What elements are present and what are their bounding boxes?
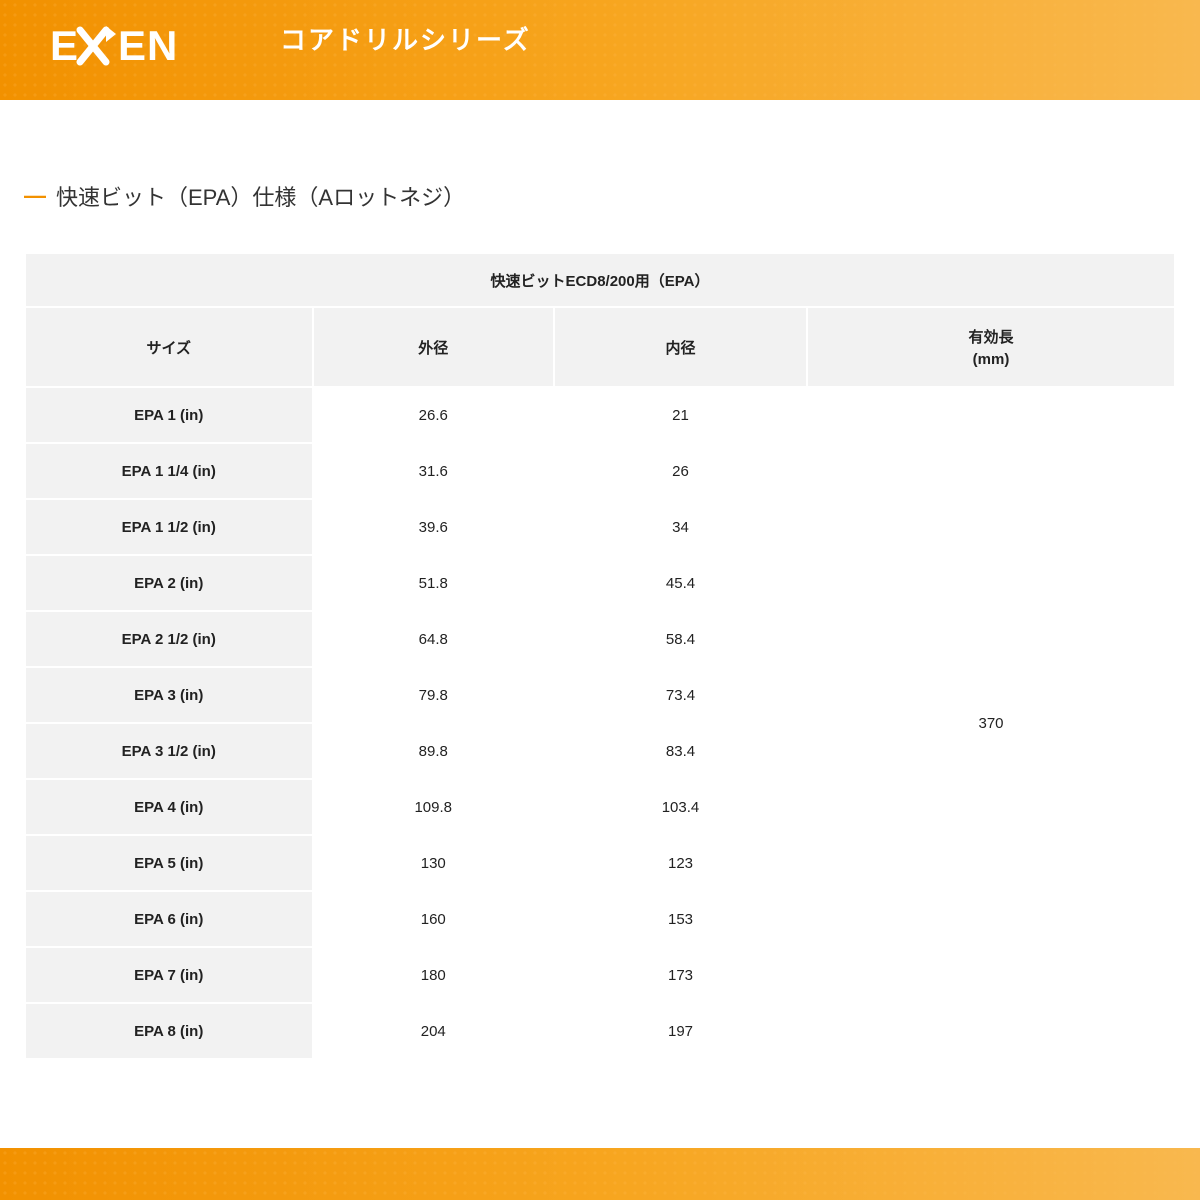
footer-bar bbox=[0, 1148, 1200, 1200]
header-bar: E EN コアドリルシリーズ bbox=[0, 0, 1200, 100]
col-inner-diameter: 内径 bbox=[554, 307, 807, 387]
cell-inner: 26 bbox=[554, 443, 807, 499]
cell-size: EPA 3 1/2 (in) bbox=[25, 723, 313, 779]
svg-text:E: E bbox=[50, 22, 79, 69]
cell-inner: 153 bbox=[554, 891, 807, 947]
cell-inner: 83.4 bbox=[554, 723, 807, 779]
spec-table: 快速ビットECD8/200用（EPA） サイズ 外径 内径 有効長 (mm) E… bbox=[24, 252, 1176, 1060]
cell-outer: 89.8 bbox=[313, 723, 555, 779]
section-title: — 快速ビット（EPA）仕様（Aロットネジ） bbox=[24, 180, 1176, 212]
col-size: サイズ bbox=[25, 307, 313, 387]
section-title-text: 快速ビット（EPA）仕様（Aロットネジ） bbox=[56, 180, 465, 212]
col-outer-diameter: 外径 bbox=[313, 307, 555, 387]
cell-size: EPA 1 (in) bbox=[25, 387, 313, 443]
content-area: — 快速ビット（EPA）仕様（Aロットネジ） 快速ビットECD8/200用（EP… bbox=[0, 100, 1200, 1090]
col-effective-length-label: 有効長 bbox=[968, 329, 1013, 346]
cell-size: EPA 2 1/2 (in) bbox=[25, 611, 313, 667]
cell-outer: 79.8 bbox=[313, 667, 555, 723]
cell-outer: 39.6 bbox=[313, 499, 555, 555]
cell-outer: 51.8 bbox=[313, 555, 555, 611]
table-title-row: 快速ビットECD8/200用（EPA） bbox=[25, 253, 1175, 307]
cell-outer: 130 bbox=[313, 835, 555, 891]
cell-size: EPA 3 (in) bbox=[25, 667, 313, 723]
table-header-row: サイズ 外径 内径 有効長 (mm) bbox=[25, 307, 1175, 387]
cell-size: EPA 6 (in) bbox=[25, 891, 313, 947]
cell-outer: 109.8 bbox=[313, 779, 555, 835]
cell-size: EPA 4 (in) bbox=[25, 779, 313, 835]
brand-logo: E EN bbox=[50, 22, 210, 80]
col-effective-length-unit: (mm) bbox=[808, 351, 1174, 368]
cell-size: EPA 5 (in) bbox=[25, 835, 313, 891]
cell-inner: 34 bbox=[554, 499, 807, 555]
cell-inner: 58.4 bbox=[554, 611, 807, 667]
cell-inner: 21 bbox=[554, 387, 807, 443]
cell-inner: 45.4 bbox=[554, 555, 807, 611]
col-effective-length: 有効長 (mm) bbox=[807, 307, 1175, 387]
section-dash-icon: — bbox=[24, 183, 46, 209]
cell-outer: 31.6 bbox=[313, 443, 555, 499]
cell-size: EPA 1 1/2 (in) bbox=[25, 499, 313, 555]
table-title: 快速ビットECD8/200用（EPA） bbox=[25, 253, 1175, 307]
cell-size: EPA 1 1/4 (in) bbox=[25, 443, 313, 499]
cell-size: EPA 2 (in) bbox=[25, 555, 313, 611]
cell-inner: 173 bbox=[554, 947, 807, 1003]
cell-inner: 197 bbox=[554, 1003, 807, 1059]
cell-inner: 103.4 bbox=[554, 779, 807, 835]
table-row: EPA 1 (in)26.621370 bbox=[25, 387, 1175, 443]
page-title: コアドリルシリーズ bbox=[280, 20, 531, 57]
cell-size: EPA 8 (in) bbox=[25, 1003, 313, 1059]
table-body: EPA 1 (in)26.621370EPA 1 1/4 (in)31.626E… bbox=[25, 387, 1175, 1059]
cell-size: EPA 7 (in) bbox=[25, 947, 313, 1003]
svg-text:EN: EN bbox=[118, 22, 178, 69]
cell-outer: 180 bbox=[313, 947, 555, 1003]
cell-inner: 123 bbox=[554, 835, 807, 891]
cell-outer: 26.6 bbox=[313, 387, 555, 443]
cell-inner: 73.4 bbox=[554, 667, 807, 723]
cell-outer: 204 bbox=[313, 1003, 555, 1059]
cell-outer: 160 bbox=[313, 891, 555, 947]
cell-effective-length: 370 bbox=[807, 387, 1175, 1059]
footer-dot-pattern bbox=[0, 1148, 1200, 1200]
cell-outer: 64.8 bbox=[313, 611, 555, 667]
